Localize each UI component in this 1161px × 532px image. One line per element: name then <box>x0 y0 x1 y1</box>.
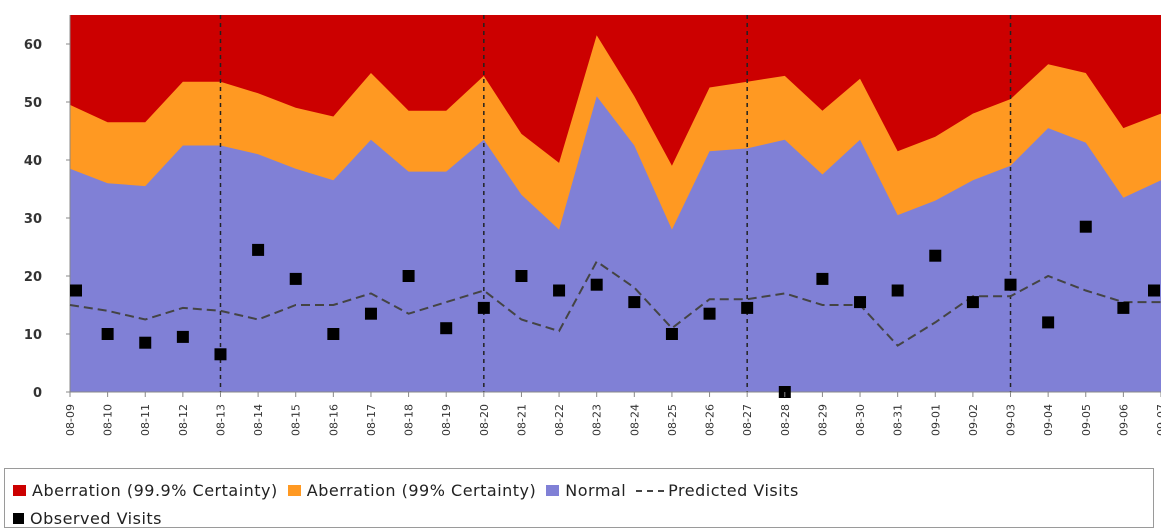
observed-visit-marker <box>553 284 566 297</box>
legend-item-aberration-999: Aberration (99.9% Certainty) <box>13 481 278 500</box>
observed-visit-marker <box>590 278 603 291</box>
x-tick-label: 08-18 <box>403 404 416 436</box>
observed-visit-marker <box>628 296 641 309</box>
x-tick-label: 08-22 <box>553 404 566 436</box>
x-tick-label: 08-09 <box>64 404 77 436</box>
legend-swatch-red <box>13 485 26 496</box>
legend-label: Aberration (99.9% Certainty) <box>32 481 278 500</box>
legend-item-normal: Normal <box>546 481 626 500</box>
legend-label: Observed Visits <box>30 509 162 528</box>
legend-swatch-black <box>13 513 24 524</box>
x-tick-label: 08-28 <box>779 404 792 436</box>
observed-visit-marker <box>327 328 340 340</box>
legend-row-2: Observed Visits <box>13 509 172 528</box>
chart-svg: 0 10 20 30 40 50 60 08-09 08-10 08-11 08-12 08-13 08… <box>24 15 1161 436</box>
observed-visit-marker <box>477 301 490 314</box>
y-tick-label: 50 <box>24 96 42 111</box>
chart-area: 0 10 20 30 40 50 60 08-09 08-10 08-11 08-12 08-13 08… <box>24 15 1161 436</box>
observed-visit-marker <box>703 307 716 320</box>
observed-visit-marker <box>1079 220 1092 233</box>
observed-visit-marker <box>891 284 904 297</box>
observed-visit-marker <box>816 272 829 285</box>
observed-visit-marker <box>176 330 189 343</box>
x-tick-label: 09-01 <box>929 404 942 436</box>
legend-swatch-dash <box>636 489 665 492</box>
x-tick-label: 08-10 <box>102 404 115 436</box>
x-tick-label: 08-19 <box>440 404 453 436</box>
x-tick-label: 09-03 <box>1005 404 1018 436</box>
predicted-visits-line <box>69 260 1161 347</box>
x-tick-label: 08-25 <box>666 404 679 436</box>
x-tick-label: 08-21 <box>515 404 528 436</box>
x-tick-label: 08-27 <box>741 404 754 436</box>
x-tick-label: 08-15 <box>290 404 303 436</box>
observed-visit-marker <box>929 249 942 262</box>
x-tick-label: 08-13 <box>214 404 227 436</box>
x-tick-label: 08-30 <box>854 404 867 436</box>
legend-label: Normal <box>565 481 627 500</box>
x-tick-label: 08-24 <box>628 404 641 436</box>
observed-visit-marker <box>139 336 152 349</box>
observed-visit-marker <box>402 270 415 282</box>
legend-item-observed: Observed Visits <box>13 509 162 528</box>
observed-visit-marker <box>70 284 82 297</box>
y-tick-label: 20 <box>24 270 42 285</box>
x-tick-label: 08-26 <box>704 404 717 436</box>
observed-visit-marker <box>966 296 979 309</box>
observed-visit-marker <box>854 296 867 309</box>
observed-visit-marker <box>289 272 302 285</box>
area-normal <box>70 96 1161 392</box>
x-tick-label: 08-17 <box>365 404 378 436</box>
x-tick-label: 08-31 <box>892 404 905 436</box>
y-tick-label: 40 <box>24 154 42 169</box>
x-tick-label: 09-02 <box>967 404 980 436</box>
observed-visit-marker <box>665 328 678 340</box>
observed-visit-marker <box>741 301 754 314</box>
y-tick-label: 60 <box>24 38 42 53</box>
chart-legend: Aberration (99.9% Certainty) Aberration … <box>4 468 1154 528</box>
legend-label: Aberration (99% Certainty) <box>306 481 537 500</box>
observed-visit-marker <box>364 307 377 320</box>
legend-item-predicted: Predicted Visits <box>636 481 799 500</box>
observed-visit-marker <box>214 348 227 361</box>
observed-visit-marker <box>1004 278 1017 291</box>
x-tick-label: 09-05 <box>1080 404 1093 436</box>
x-tick-label: 09-06 <box>1117 404 1130 436</box>
observed-visit-marker <box>1117 301 1130 314</box>
y-tick-label: 0 <box>33 386 42 401</box>
legend-row-1: Aberration (99.9% Certainty) Aberration … <box>13 481 809 500</box>
y-tick-label: 30 <box>24 212 42 227</box>
x-tick-label: 08-29 <box>816 404 829 436</box>
x-tick-label: 08-23 <box>591 404 604 436</box>
legend-item-aberration-99: Aberration (99% Certainty) <box>287 481 537 500</box>
observed-visit-marker <box>101 328 114 340</box>
observed-visit-marker <box>440 322 453 335</box>
x-tick-label: 09-07 <box>1155 404 1161 436</box>
observed-visit-marker <box>1042 316 1055 329</box>
observed-visit-marker <box>1148 284 1160 297</box>
observed-visit-marker <box>515 270 528 282</box>
legend-label: Predicted Visits <box>668 481 799 500</box>
legend-swatch-orange <box>287 485 301 496</box>
y-tick-label: 10 <box>24 328 42 343</box>
x-tick-label: 09-04 <box>1042 404 1055 436</box>
x-tick-label: 08-12 <box>177 404 190 436</box>
x-tick-label: 08-14 <box>252 404 265 436</box>
observed-visit-marker <box>252 243 265 256</box>
x-tick-label: 08-16 <box>327 404 340 436</box>
x-tick-label: 08-20 <box>478 404 491 436</box>
x-tick-label: 08-11 <box>139 404 152 436</box>
legend-swatch-blue <box>546 485 560 496</box>
